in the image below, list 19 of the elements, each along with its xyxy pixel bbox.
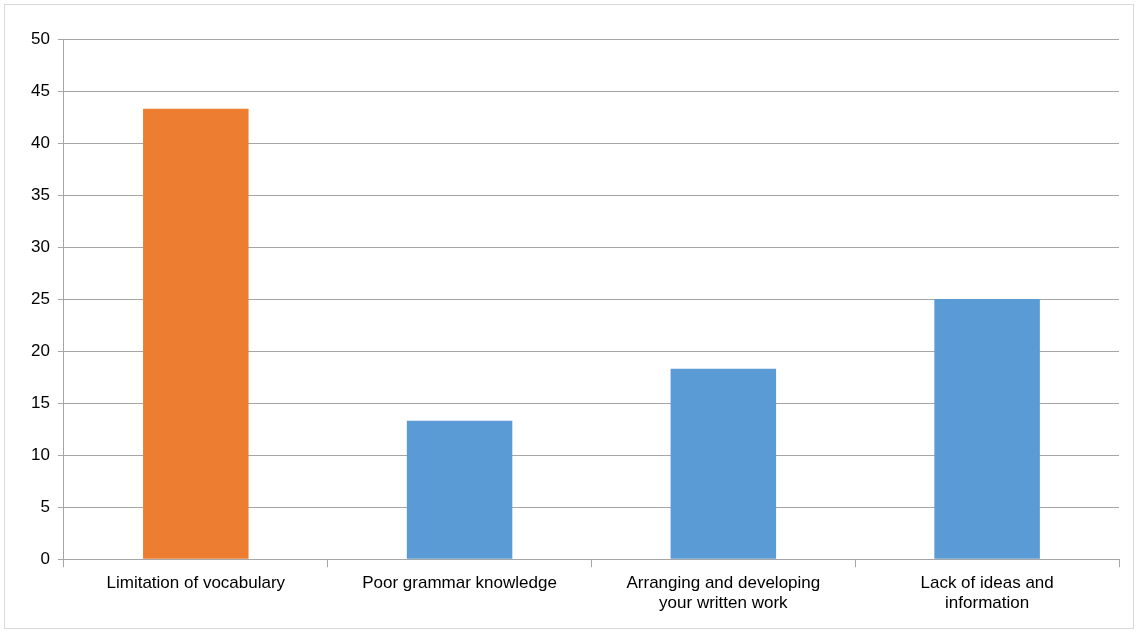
x-tick-label: Poor grammar knowledge bbox=[362, 573, 557, 593]
y-tick-label: 30 bbox=[30, 236, 50, 256]
y-tick-label: 0 bbox=[40, 548, 50, 568]
x-tick-label: Lack of ideas and information bbox=[920, 573, 1054, 613]
bar bbox=[143, 108, 249, 559]
x-tick-label: Arranging and developing your written work bbox=[626, 573, 821, 613]
y-tick-label: 40 bbox=[30, 132, 50, 152]
bar bbox=[934, 299, 1040, 559]
bar bbox=[406, 420, 513, 559]
bar bbox=[670, 368, 777, 559]
y-tick-label: 20 bbox=[30, 340, 50, 360]
y-tick-label: 15 bbox=[30, 392, 50, 412]
y-tick-label: 5 bbox=[40, 496, 50, 516]
y-tick-label: 45 bbox=[30, 80, 50, 100]
y-tick-label: 50 bbox=[30, 28, 50, 48]
y-tick-label: 10 bbox=[30, 444, 50, 464]
y-tick-label: 35 bbox=[30, 184, 50, 204]
x-tick-label: Limitation of vocabulary bbox=[106, 573, 286, 593]
y-tick-label: 25 bbox=[30, 288, 50, 308]
